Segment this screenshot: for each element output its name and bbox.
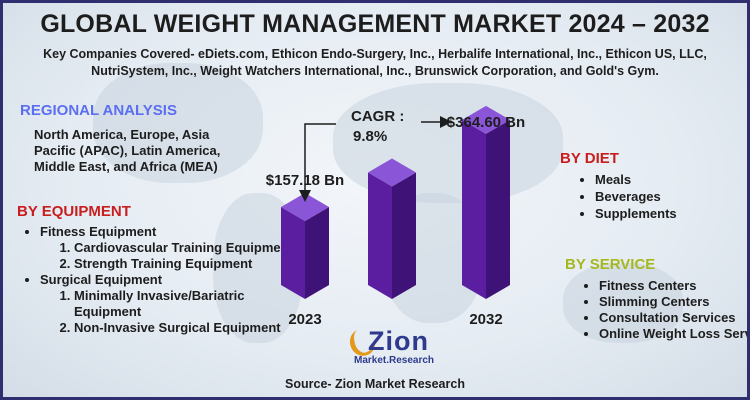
by-diet-heading: BY DIET (560, 150, 619, 167)
map-shape (563, 263, 683, 343)
cagr-label: CAGR : (351, 108, 404, 125)
list-item: Fitness Centers (599, 278, 747, 294)
list-item: Minimally Invasive/Bariatric Equipment (74, 288, 308, 320)
by-equipment-heading: BY EQUIPMENT (17, 203, 131, 220)
data-label: $364.60 Bn (447, 114, 525, 131)
list-item: Slimming Centers (599, 294, 747, 310)
zion-logo: Zion Market.Research (346, 325, 448, 368)
x-tick-label: 2023 (288, 311, 321, 328)
regional-analysis-heading: REGIONAL ANALYSIS (20, 102, 177, 119)
map-shape (93, 63, 263, 183)
service-list: Fitness Centers Slimming Centers Consult… (563, 278, 747, 342)
list-item: Cardiovascular Training Equipment (74, 240, 308, 256)
bar-2032 (462, 105, 510, 299)
bar-face-top (281, 192, 329, 221)
bar-face-top (368, 158, 416, 187)
list-item: Beverages (595, 188, 747, 205)
list-item: Non-Invasive Surgical Equipment (74, 320, 308, 336)
bar-face-top (462, 105, 510, 134)
bar-face-left (462, 119, 486, 299)
list-item: Fitness Equipment Cardiovascular Trainin… (40, 224, 308, 272)
list-item: Supplements (595, 205, 747, 222)
equipment-list: Fitness Equipment Cardiovascular Trainin… (13, 224, 308, 336)
bar-face-right (305, 206, 329, 299)
bar-face-left (281, 206, 305, 299)
bar-mid (368, 158, 416, 299)
cagr-arrow-down (299, 123, 336, 202)
bar-2023 (281, 192, 329, 299)
cagr-value: 9.8% (353, 128, 387, 145)
key-companies-text: Key Companies Covered- eDiets.com, Ethic… (43, 47, 707, 78)
bar-face-right (392, 172, 416, 299)
page-title: GLOBAL WEIGHT MANAGEMENT MARKET 2024 – 2… (40, 10, 710, 38)
list-item: Online Weight Loss Services (599, 326, 747, 342)
by-service-heading: BY SERVICE (565, 256, 656, 273)
x-tick-label: 2032 (469, 311, 502, 328)
list-item: Strength Training Equipment (74, 256, 308, 272)
diet-list: Meals Beverages Supplements (560, 171, 747, 222)
equipment-fitness: Fitness Equipment (40, 224, 157, 239)
list-item: Surgical Equipment Minimally Invasive/Ba… (40, 272, 308, 336)
equipment-surgical: Surgical Equipment (40, 272, 163, 287)
list-item: Consultation Services (599, 310, 747, 326)
regional-analysis-text: North America, Europe, Asia Pacific (APA… (34, 127, 221, 174)
logo-subtext: Market.Research (354, 355, 435, 366)
bar-face-left (368, 172, 392, 299)
logo-text: Zion (368, 326, 429, 356)
list-item: Meals (595, 171, 747, 188)
source-note: Source- Zion Market Research (285, 377, 465, 391)
bar-face-right (486, 119, 510, 299)
